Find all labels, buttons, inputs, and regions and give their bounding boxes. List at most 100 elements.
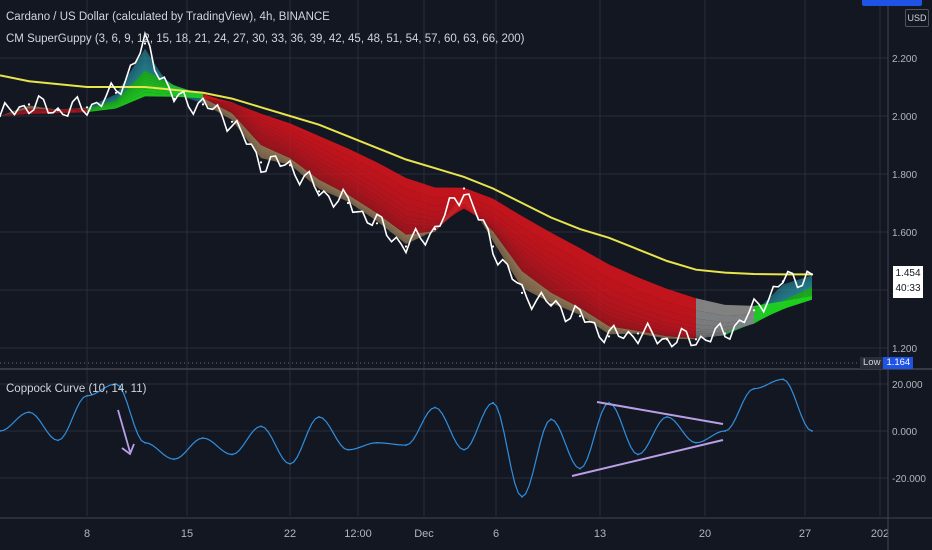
guppy-band xyxy=(377,209,406,233)
guppy-band xyxy=(290,131,319,153)
guppy-band xyxy=(116,70,145,102)
guppy-band xyxy=(261,130,290,149)
triangle-lower-line xyxy=(571,439,724,477)
guppy-band xyxy=(493,229,522,269)
guppy-band xyxy=(377,216,406,241)
time-label: 8 xyxy=(84,528,90,540)
price-point xyxy=(433,228,437,231)
guppy-band xyxy=(348,197,377,218)
guppy-band xyxy=(145,82,174,90)
guppy-band xyxy=(145,89,174,95)
guppy-band xyxy=(725,319,754,328)
guppy-band xyxy=(319,141,348,163)
guppy-band xyxy=(290,156,319,180)
price-point xyxy=(636,332,640,335)
time-label: Dec xyxy=(414,528,434,540)
coppock-point xyxy=(724,430,726,432)
currency-button[interactable]: USD xyxy=(905,9,929,27)
price-label: 2.000 xyxy=(892,112,917,123)
guppy-band xyxy=(377,213,406,237)
guppy-band xyxy=(551,284,580,304)
guppy-band xyxy=(0,106,29,116)
guppy-band xyxy=(0,110,29,116)
guppy-band xyxy=(783,299,812,310)
coppock-point xyxy=(376,441,378,444)
guppy-band xyxy=(0,109,29,116)
guppy-band xyxy=(290,148,319,173)
guppy-band xyxy=(87,98,116,109)
guppy-band xyxy=(116,85,145,106)
guppy-band xyxy=(580,311,609,331)
guppy-band xyxy=(696,298,725,316)
guppy-band xyxy=(203,95,232,103)
guppy-band xyxy=(0,107,29,116)
guppy-band xyxy=(261,118,290,136)
guppy-band xyxy=(87,99,116,109)
guppy-band xyxy=(145,65,174,86)
guppy-band xyxy=(580,300,609,323)
guppy-band xyxy=(406,216,435,225)
guppy-band xyxy=(348,190,377,212)
guppy-band xyxy=(493,213,522,242)
guppy-band xyxy=(348,196,377,217)
guppy-band xyxy=(754,301,783,315)
guppy-band xyxy=(232,104,261,131)
guppy-band xyxy=(232,102,261,122)
time-label: 6 xyxy=(493,528,499,540)
arrow-head xyxy=(121,443,135,456)
guppy-band xyxy=(348,199,377,221)
guppy-band xyxy=(0,109,29,116)
time-label: 12:00 xyxy=(344,528,372,540)
guppy-band xyxy=(725,304,754,316)
guppy-band xyxy=(29,111,58,113)
guppy-band xyxy=(29,107,58,110)
low-value: 1.164 xyxy=(883,357,914,369)
time-label: 202 xyxy=(871,528,889,540)
guppy-band xyxy=(319,135,348,156)
guppy-band xyxy=(348,162,377,186)
guppy-band xyxy=(406,224,435,229)
guppy-band xyxy=(0,107,29,116)
guppy-band xyxy=(638,290,667,311)
guppy-band xyxy=(290,135,319,158)
time-label: 15 xyxy=(181,528,193,540)
price-point xyxy=(491,245,495,248)
guppy-band xyxy=(348,182,377,204)
coppock-point xyxy=(57,439,59,442)
guppy-band xyxy=(522,271,551,296)
guppy-band xyxy=(783,286,812,303)
time-label: 27 xyxy=(799,528,811,540)
guppy-band xyxy=(348,155,377,179)
guppy-band xyxy=(580,293,609,317)
arrow-shaft xyxy=(117,409,131,453)
guppy-band xyxy=(377,162,406,189)
indicator-legend[interactable]: CM SuperGuppy (3, 6, 9, 12, 15, 18, 21, … xyxy=(6,33,525,45)
guppy-band xyxy=(0,113,29,116)
guppy-band xyxy=(522,261,551,288)
oscillator-label: 20.000 xyxy=(892,380,923,391)
guppy-band xyxy=(667,317,696,329)
oscillator-legend[interactable]: Coppock Curve (10, 14, 11) xyxy=(6,383,147,395)
price-point xyxy=(520,291,524,294)
price-point xyxy=(0,114,2,118)
triangle-upper-line xyxy=(596,401,724,425)
guppy-band xyxy=(58,108,87,110)
guppy-band xyxy=(551,232,580,261)
guppy-band xyxy=(580,248,609,279)
guppy-band xyxy=(551,295,580,312)
guppy-band xyxy=(0,106,29,116)
guppy-band xyxy=(406,231,435,242)
price-point xyxy=(404,245,408,248)
guppy-band xyxy=(261,113,290,128)
guppy-band xyxy=(232,103,261,128)
guppy-band xyxy=(522,254,551,281)
guppy-band xyxy=(261,124,290,143)
guppy-band xyxy=(58,111,87,114)
guppy-band xyxy=(29,106,58,110)
coppock-point xyxy=(753,387,755,390)
guppy-band xyxy=(319,172,348,191)
guppy-band xyxy=(29,110,58,112)
guppy-band xyxy=(87,94,116,108)
